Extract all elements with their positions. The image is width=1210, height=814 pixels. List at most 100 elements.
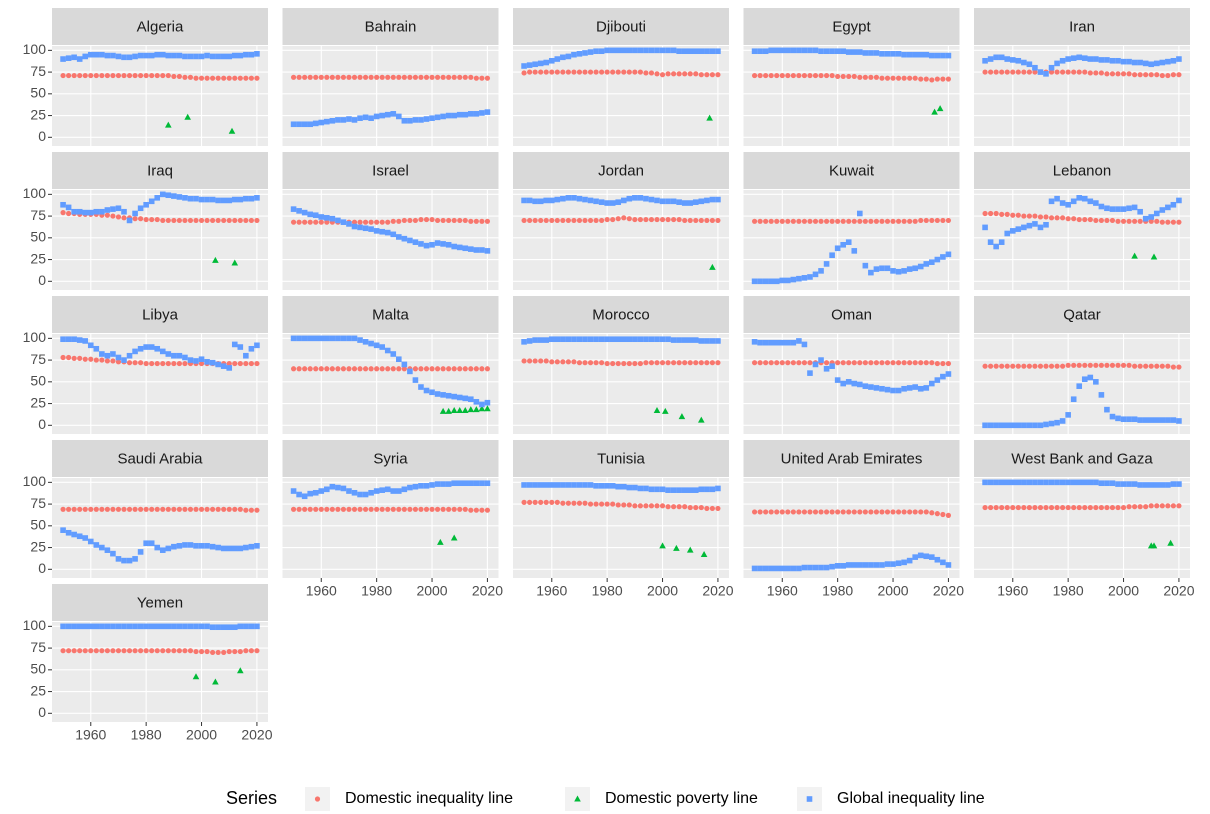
point — [923, 385, 930, 391]
point — [884, 561, 891, 567]
point — [434, 366, 441, 372]
y-tick-label: 50 — [30, 661, 46, 677]
y-tick-label: 100 — [23, 185, 47, 201]
point — [1120, 218, 1127, 224]
point — [901, 268, 907, 274]
point — [374, 219, 380, 225]
point — [1148, 482, 1155, 488]
x-tick-label: 2020 — [702, 583, 733, 599]
point — [362, 506, 369, 512]
point — [60, 648, 66, 654]
point — [626, 216, 632, 222]
point — [77, 506, 83, 512]
point — [846, 360, 852, 366]
point — [132, 623, 138, 630]
point — [686, 546, 694, 553]
point — [418, 241, 424, 247]
point — [1004, 56, 1011, 62]
point — [790, 509, 796, 515]
point — [182, 360, 188, 367]
point — [479, 507, 485, 513]
point — [835, 360, 841, 366]
point — [148, 540, 155, 547]
point — [390, 366, 396, 372]
point — [1059, 57, 1066, 64]
point — [571, 359, 577, 365]
point — [99, 208, 105, 215]
point — [290, 488, 297, 494]
point — [220, 363, 227, 369]
point — [840, 380, 846, 387]
point — [801, 275, 808, 281]
point — [571, 195, 577, 201]
point — [390, 231, 397, 238]
point — [818, 357, 824, 363]
point — [401, 117, 408, 124]
point — [604, 501, 610, 507]
point — [290, 506, 297, 512]
point — [456, 407, 464, 414]
point — [1148, 214, 1155, 220]
point — [357, 491, 363, 498]
point — [418, 117, 424, 123]
point — [374, 366, 380, 372]
point — [171, 623, 177, 630]
point — [296, 208, 302, 214]
point — [368, 366, 374, 372]
point — [790, 218, 796, 224]
point — [171, 217, 177, 224]
point — [768, 72, 774, 79]
point — [296, 121, 302, 128]
point — [945, 562, 952, 568]
point — [121, 557, 127, 564]
point — [187, 195, 194, 202]
point — [154, 345, 161, 352]
point — [1137, 417, 1143, 423]
point — [204, 52, 210, 59]
point — [521, 482, 527, 488]
point — [901, 218, 907, 224]
point — [357, 337, 363, 343]
y-tick-label: 0 — [38, 704, 46, 720]
point — [940, 360, 946, 367]
point — [254, 195, 260, 201]
point — [818, 564, 824, 571]
point — [823, 218, 830, 224]
point — [565, 482, 572, 488]
point — [314, 796, 321, 802]
point — [434, 240, 441, 246]
point — [1026, 479, 1033, 486]
point — [228, 127, 236, 134]
point — [879, 360, 885, 366]
point — [1115, 206, 1121, 212]
point — [429, 115, 435, 121]
point — [232, 75, 238, 81]
point — [785, 339, 791, 346]
point — [632, 69, 638, 75]
point — [1137, 218, 1143, 224]
point — [204, 506, 210, 512]
panel-title: Syria — [373, 450, 408, 467]
point — [198, 506, 205, 512]
point — [440, 506, 446, 512]
point — [773, 565, 780, 572]
x-tick-label: 1980 — [822, 583, 853, 599]
point — [324, 74, 330, 80]
y-tick-label: 100 — [23, 41, 47, 57]
point — [704, 486, 710, 493]
point — [993, 504, 999, 511]
point — [773, 47, 780, 54]
point — [187, 506, 194, 512]
point — [1081, 479, 1088, 486]
point — [368, 219, 374, 225]
point — [929, 380, 935, 387]
point — [243, 360, 249, 367]
point — [648, 70, 655, 76]
point — [160, 360, 166, 367]
point — [790, 47, 797, 54]
point — [296, 366, 302, 372]
point — [121, 54, 127, 61]
point — [715, 48, 721, 55]
point — [324, 506, 330, 512]
point — [1153, 417, 1160, 423]
